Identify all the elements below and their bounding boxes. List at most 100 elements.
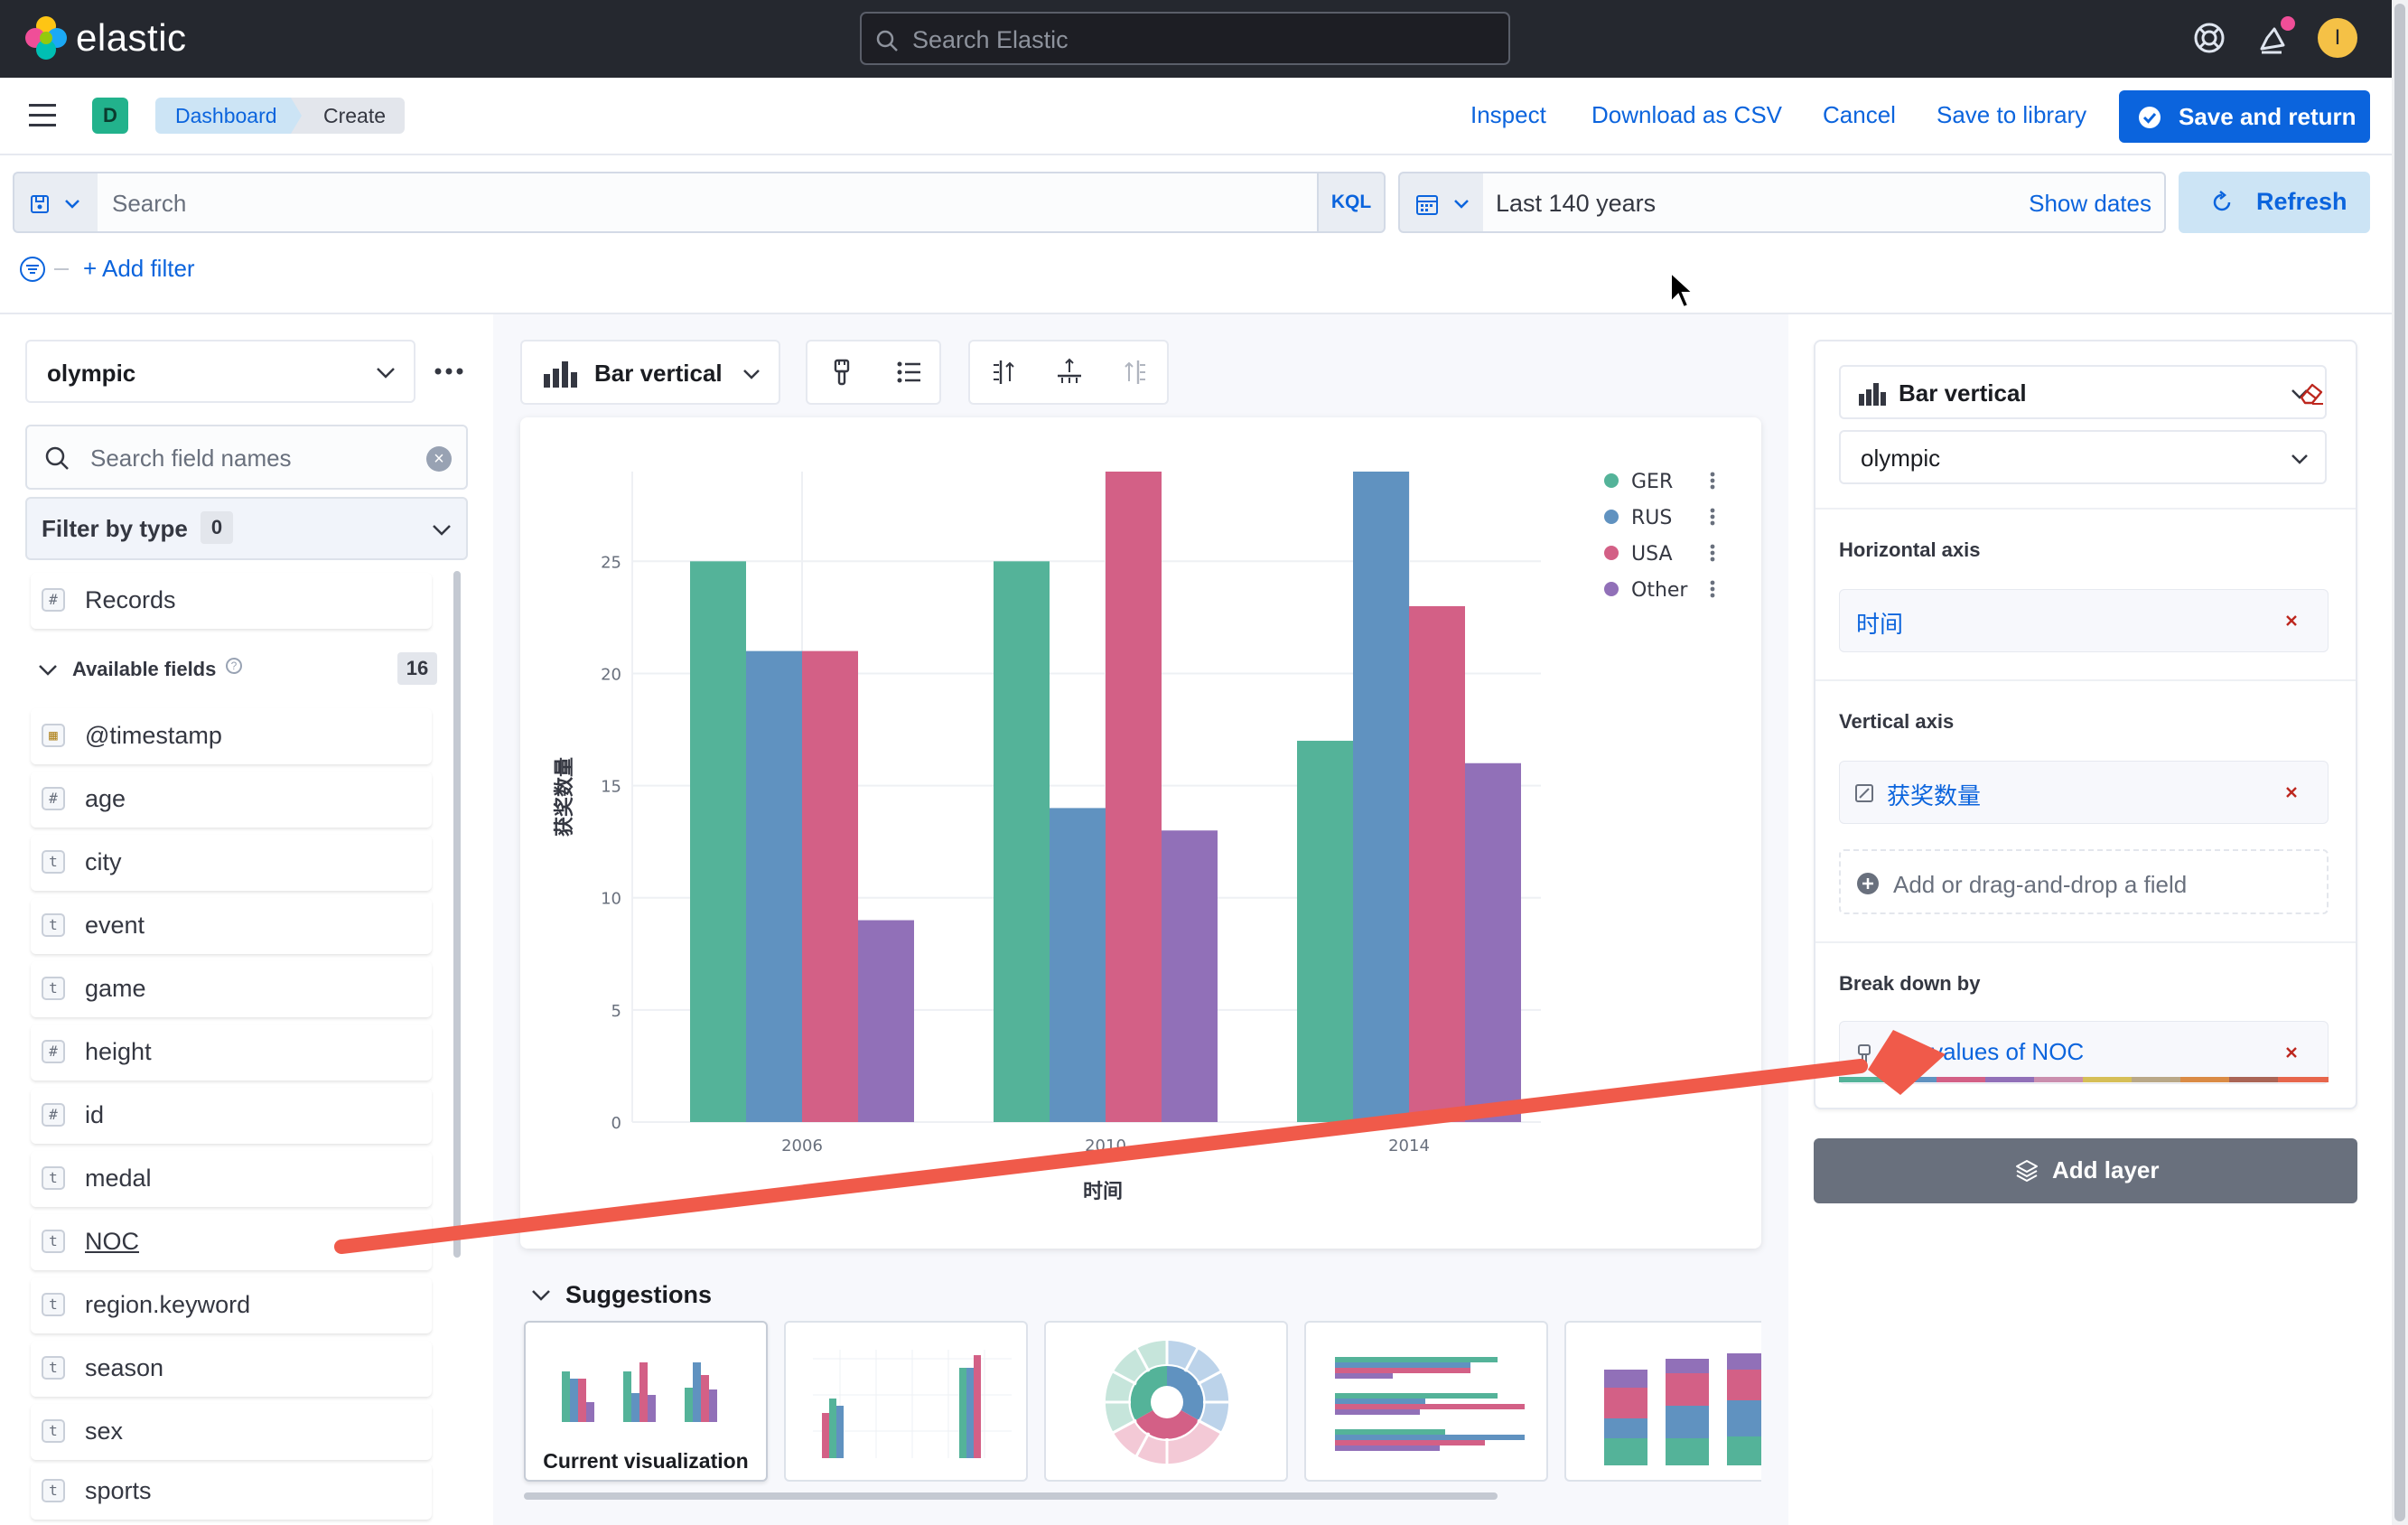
filter-options-icon[interactable] xyxy=(18,255,47,284)
data-view-picker[interactable]: olympic xyxy=(25,340,415,403)
legend-action-dot[interactable] xyxy=(1710,484,1715,490)
field-item-event[interactable]: t event xyxy=(31,898,432,954)
suggestion-horizontal-bar-chart[interactable] xyxy=(1304,1321,1548,1482)
vertical-axis-dimension[interactable]: 获奖数量 xyxy=(1839,761,2329,824)
field-list-scrollbar[interactable] xyxy=(453,571,461,1258)
suggestion-bar-chart[interactable] xyxy=(784,1321,1028,1482)
chart-legend[interactable]: GER RUS USA Other xyxy=(1604,471,1715,602)
bar-ger-2006[interactable] xyxy=(690,561,746,1122)
bottom-axis-button[interactable] xyxy=(1035,340,1102,405)
bar-rus-2006[interactable] xyxy=(746,650,802,1122)
legend-action-dot[interactable] xyxy=(1710,580,1715,585)
vertical-axis-value[interactable]: 获奖数量 xyxy=(1887,782,1982,809)
cancel-link[interactable]: Cancel xyxy=(1823,101,1896,128)
field-search-input[interactable]: Search field names × xyxy=(25,425,468,490)
info-icon[interactable]: ? xyxy=(226,658,242,674)
help-icon[interactable] xyxy=(2191,20,2227,56)
break-down-dimension[interactable]: Top values of NOC xyxy=(1839,1021,2329,1084)
visual-options-button[interactable] xyxy=(807,340,874,405)
news-feed-icon[interactable] xyxy=(2254,18,2294,58)
field-item-timestamp[interactable]: ▦ @timestamp xyxy=(31,708,432,764)
menu-icon[interactable] xyxy=(27,102,63,129)
bar-ger-2014[interactable] xyxy=(1297,740,1353,1122)
remove-icon[interactable] xyxy=(2282,1043,2301,1062)
show-dates-link[interactable]: Show dates xyxy=(2029,190,2151,217)
bar-rus-2014[interactable] xyxy=(1353,472,1409,1122)
filter-by-type-button[interactable]: Filter by type 0 xyxy=(25,497,468,560)
legend-action-dot[interactable] xyxy=(1710,514,1715,519)
breadcrumb-dashboard[interactable]: Dashboard xyxy=(155,98,308,134)
legend-action-dot[interactable] xyxy=(1710,593,1715,598)
eraser-icon[interactable] xyxy=(2298,379,2325,407)
layer-data-view-select[interactable]: olympic xyxy=(1839,430,2327,484)
field-item-height[interactable]: # height xyxy=(31,1024,432,1081)
bar-other-2006[interactable] xyxy=(858,920,914,1122)
left-axis-button[interactable] xyxy=(968,340,1035,405)
save-and-return-button[interactable]: Save and return xyxy=(2119,90,2370,143)
legend-action-dot[interactable] xyxy=(1710,557,1715,562)
legend-action-dot[interactable] xyxy=(1710,550,1715,556)
legend-options-button[interactable] xyxy=(874,340,941,405)
bar-other-2014[interactable] xyxy=(1465,762,1521,1122)
space-avatar[interactable]: D xyxy=(92,98,128,134)
suggestion-stacked-bar-chart[interactable] xyxy=(1564,1321,1761,1482)
horizontal-axis-value[interactable]: 时间 xyxy=(1856,611,1904,638)
chevron-down-icon[interactable] xyxy=(36,661,60,679)
bar-usa-2006[interactable] xyxy=(802,650,858,1122)
elastic-logo-icon[interactable] xyxy=(23,14,69,61)
saved-query-button[interactable] xyxy=(13,172,99,233)
layer-chart-type-select[interactable]: Bar vertical xyxy=(1839,365,2327,419)
query-language-button[interactable]: KQL xyxy=(1317,172,1386,233)
break-down-value[interactable]: Top values of NOC xyxy=(1887,1038,2085,1065)
legend-item-label[interactable]: RUS xyxy=(1631,507,1672,529)
add-layer-button[interactable]: Add layer xyxy=(1814,1138,2357,1203)
field-item-id[interactable]: # id xyxy=(31,1088,432,1144)
field-item-game[interactable]: t game xyxy=(31,961,432,1017)
legend-item-label[interactable]: USA xyxy=(1631,543,1673,566)
remove-icon[interactable] xyxy=(2282,783,2301,801)
add-vertical-axis-field[interactable]: Add or drag-and-drop a field xyxy=(1839,849,2329,914)
bar-ger-2010[interactable] xyxy=(994,561,1050,1122)
bar-other-2010[interactable] xyxy=(1162,830,1218,1122)
field-item-records[interactable]: # Records xyxy=(31,573,432,629)
remove-icon[interactable] xyxy=(2282,612,2301,630)
bar-rus-2010[interactable] xyxy=(1050,808,1106,1122)
bar-usa-2010[interactable] xyxy=(1106,472,1162,1122)
legend-action-dot[interactable] xyxy=(1710,586,1715,592)
suggestion-current-visualization[interactable]: Current visualization xyxy=(524,1321,768,1482)
inspect-link[interactable]: Inspect xyxy=(1470,101,1546,128)
field-item-city[interactable]: t city xyxy=(31,835,432,891)
legend-action-dot[interactable] xyxy=(1710,520,1715,526)
legend-action-dot[interactable] xyxy=(1710,544,1715,549)
legend-item-label[interactable]: Other xyxy=(1631,579,1688,602)
query-search-input[interactable]: Search xyxy=(98,172,1319,233)
suggestions-scrollbar[interactable] xyxy=(524,1492,1498,1500)
bar-usa-2014[interactable] xyxy=(1409,605,1465,1122)
horizontal-axis-dimension[interactable]: 时间 xyxy=(1839,589,2329,652)
download-csv-link[interactable]: Download as CSV xyxy=(1591,101,1782,128)
date-quick-menu-button[interactable] xyxy=(1398,172,1485,233)
date-range-picker[interactable]: Last 140 years Show dates xyxy=(1483,172,2166,233)
field-item-medal[interactable]: t medal xyxy=(31,1151,432,1207)
bar-chart[interactable]: 0 5 10 15 20 25 2006 2010 2014 获奖数量 时间 GER RUS USA… xyxy=(520,417,1761,1249)
field-item-season[interactable]: t season xyxy=(31,1341,432,1397)
field-item-age[interactable]: # age xyxy=(31,772,432,828)
field-item-sports[interactable]: t sports xyxy=(31,1464,432,1520)
global-search-input[interactable]: Search Elastic xyxy=(860,12,1510,65)
field-item-noc[interactable]: t NOC xyxy=(31,1214,432,1270)
legend-action-dot[interactable] xyxy=(1710,508,1715,513)
clear-search-icon[interactable]: × xyxy=(426,446,452,472)
save-to-library-link[interactable]: Save to library xyxy=(1937,101,2087,128)
legend-action-dot[interactable] xyxy=(1710,478,1715,483)
more-options-icon[interactable] xyxy=(432,358,466,385)
user-avatar[interactable]: I xyxy=(2318,18,2357,58)
refresh-button[interactable]: Refresh xyxy=(2179,172,2370,233)
field-item-sex[interactable]: t sex xyxy=(31,1404,432,1460)
legend-action-dot[interactable] xyxy=(1710,472,1715,477)
legend-item-label[interactable]: GER xyxy=(1631,471,1673,493)
chevron-down-icon[interactable] xyxy=(529,1286,553,1305)
chart-type-switcher[interactable]: Bar vertical xyxy=(520,340,780,405)
field-item-region-keyword[interactable]: t region.keyword xyxy=(31,1277,432,1333)
suggestion-donut-chart[interactable] xyxy=(1044,1321,1288,1482)
add-filter-button[interactable]: + Add filter xyxy=(83,255,195,282)
